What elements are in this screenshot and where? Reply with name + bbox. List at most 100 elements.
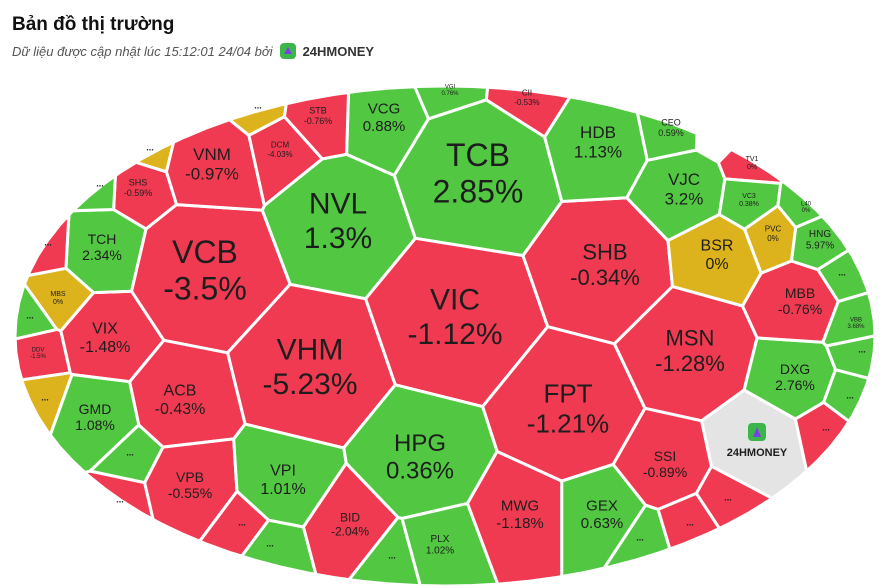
change: 0%: [802, 208, 811, 214]
stock-cell[interactable]: [413, 84, 490, 121]
change: -4.03%: [267, 150, 292, 159]
change: -1.5%: [30, 354, 46, 360]
change: 0%: [705, 256, 728, 273]
ticker: HNG: [809, 229, 831, 240]
ticker: CII: [522, 89, 532, 98]
ticker: VJC: [668, 170, 700, 189]
more: ...: [126, 447, 134, 457]
ticker: GMD: [79, 401, 112, 417]
more: ...: [858, 344, 866, 354]
stock-cell[interactable]: [816, 248, 870, 303]
ticker: TCB: [446, 137, 510, 173]
more: ...: [238, 517, 246, 527]
change: -1.12%: [407, 318, 502, 351]
ticker: MBS: [50, 291, 66, 298]
more: ...: [254, 100, 262, 110]
more: ...: [116, 494, 124, 504]
more: ...: [266, 538, 274, 548]
ticker: TV1: [746, 156, 759, 163]
change: -0.59%: [124, 188, 153, 198]
stock-cell[interactable]: [228, 102, 288, 137]
logo-text: 24HMONEY: [727, 447, 788, 459]
stock-cell[interactable]: [793, 400, 851, 473]
stock-cell[interactable]: [602, 503, 672, 570]
change: -2.04%: [331, 524, 369, 538]
change: -0.34%: [570, 265, 640, 290]
change: 2.85%: [433, 174, 524, 210]
stock-cell[interactable]: [466, 450, 564, 586]
change: -0.76%: [778, 301, 822, 317]
change: 0%: [747, 164, 757, 171]
ticker: NVL: [309, 187, 367, 220]
ticker: VGI: [445, 84, 456, 90]
change: -0.89%: [643, 464, 687, 480]
more: ...: [686, 517, 694, 527]
brand-icon: [279, 43, 296, 59]
change: 0.88%: [363, 118, 406, 135]
change: -1.18%: [496, 515, 544, 532]
ticker: MWG: [501, 498, 539, 515]
ticker: PLX: [431, 534, 450, 545]
stock-cell[interactable]: [824, 334, 877, 380]
stock-cell[interactable]: [776, 179, 824, 229]
stock-cell[interactable]: [240, 518, 318, 576]
change: -0.53%: [514, 98, 539, 107]
ticker: FPT: [543, 379, 592, 409]
ticker: DCM: [271, 141, 290, 150]
stock-cell[interactable]: [20, 371, 74, 437]
change: 0.38%: [739, 201, 759, 208]
stock-cell[interactable]: [26, 213, 71, 277]
change: 0.36%: [386, 458, 454, 485]
stock-cell[interactable]: [347, 515, 422, 587]
ticker: HDB: [580, 123, 616, 142]
more: ...: [724, 492, 732, 502]
more: ...: [388, 550, 396, 560]
ticker: VPB: [176, 469, 204, 485]
subtitle-row: Dữ liệu được cập nhật lúc 15:12:01 24/04…: [12, 42, 374, 60]
ticker: STB: [309, 105, 327, 115]
title: Bản đồ thị trường: [12, 14, 175, 35]
change: 1.13%: [574, 143, 622, 162]
change: 2.76%: [775, 377, 815, 393]
ticker: HPG: [394, 430, 446, 457]
change: 0.59%: [658, 128, 684, 138]
change: 3.2%: [665, 190, 704, 209]
stock-cell[interactable]: [694, 464, 774, 530]
change: -1.28%: [655, 351, 725, 376]
ticker: VIC: [430, 283, 480, 316]
more: ...: [146, 142, 154, 152]
stock-cell[interactable]: [112, 160, 178, 231]
change: 0.63%: [581, 515, 624, 532]
ticker: L40: [801, 201, 812, 207]
stock-cell[interactable]: [635, 111, 699, 162]
ticker: VHM: [277, 333, 344, 366]
ticker: SSI: [654, 448, 677, 464]
brand[interactable]: 24HMONEY: [302, 43, 375, 59]
change: 1.08%: [75, 417, 115, 433]
stock-cell[interactable]: [13, 282, 59, 341]
change: -0.43%: [155, 401, 206, 418]
ticker: VCG: [368, 101, 401, 118]
ticker: DXG: [780, 361, 810, 377]
ticker: BSR: [701, 237, 734, 254]
change: 5.97%: [806, 241, 834, 252]
stock-cell[interactable]: [83, 469, 155, 521]
change: -0.97%: [185, 165, 239, 184]
ticker: VIX: [92, 320, 118, 337]
ticker: TCH: [88, 231, 117, 247]
ticker: DDV: [32, 347, 45, 353]
stock-cell[interactable]: [821, 291, 877, 348]
more: ...: [44, 237, 52, 247]
change: 2.34%: [82, 247, 122, 263]
change: 0%: [767, 234, 779, 243]
more: ...: [838, 267, 846, 277]
more: ...: [96, 178, 104, 188]
change: 1.3%: [304, 222, 372, 255]
stock-cell[interactable]: [134, 140, 175, 174]
subtitle: Dữ liệu được cập nhật lúc 15:12:01 24/04…: [12, 43, 273, 59]
stock-cell[interactable]: [71, 174, 117, 213]
change: 1.01%: [260, 481, 305, 498]
stock-cell[interactable]: [822, 368, 871, 423]
logo-arrow: [753, 427, 761, 437]
